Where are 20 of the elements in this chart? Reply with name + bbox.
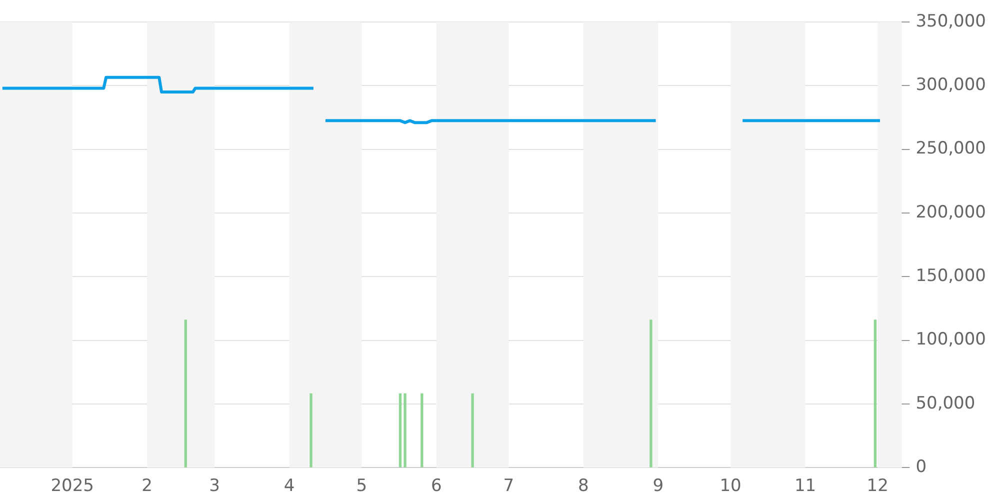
x-tick-label: 6 — [430, 476, 442, 496]
x-tick-label: 2 — [142, 476, 152, 496]
x-tick-label: 7 — [503, 476, 514, 496]
y-tick-label: 300,000 — [916, 75, 986, 96]
x-tick-label: 2025 — [50, 476, 94, 496]
x-tick-label: 5 — [356, 476, 368, 496]
y-tick-label: 250,000 — [916, 138, 986, 159]
y-tick-label: 350,000 — [916, 11, 986, 32]
x-tick-label: 10 — [720, 476, 742, 496]
y-tick-label: 150,000 — [916, 266, 986, 286]
y-tick-label: 200,000 — [916, 202, 986, 222]
x-tick-label: 12 — [866, 476, 888, 496]
x-tick-label: 9 — [652, 476, 664, 496]
x-tick-label: 4 — [284, 476, 295, 496]
x-tick-label: 3 — [209, 476, 220, 496]
x-tick-label: 11 — [794, 476, 816, 496]
x-tick-label: 8 — [578, 476, 589, 496]
y-tick-label: 100,000 — [916, 330, 986, 350]
y-tick-label: 0 — [916, 457, 927, 478]
y-tick-label: 50,000 — [916, 393, 976, 414]
